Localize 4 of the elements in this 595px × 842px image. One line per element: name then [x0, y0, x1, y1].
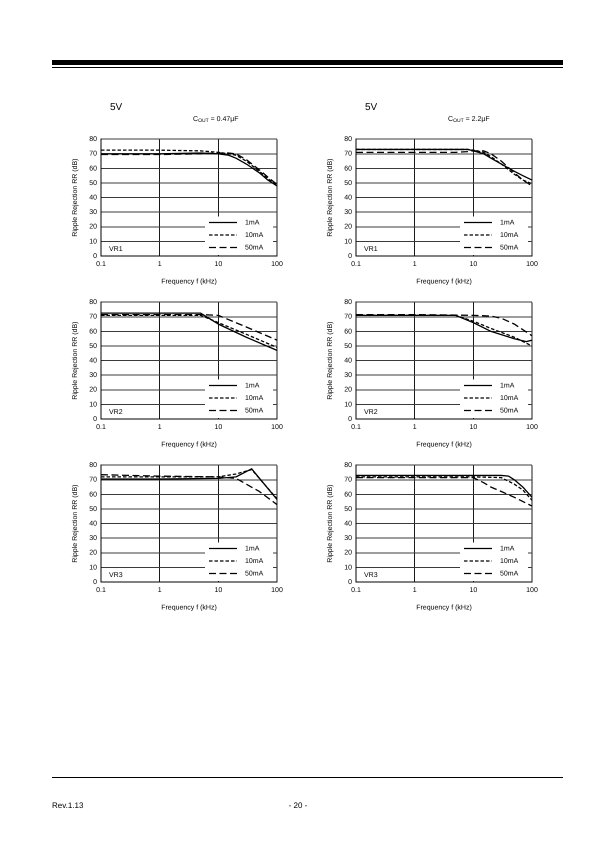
- chart-title: 5V: [365, 102, 378, 113]
- text: - 20 -: [288, 801, 308, 810]
- chart-title: 5V: [110, 102, 122, 113]
- text: Rev.1.13: [52, 801, 84, 810]
